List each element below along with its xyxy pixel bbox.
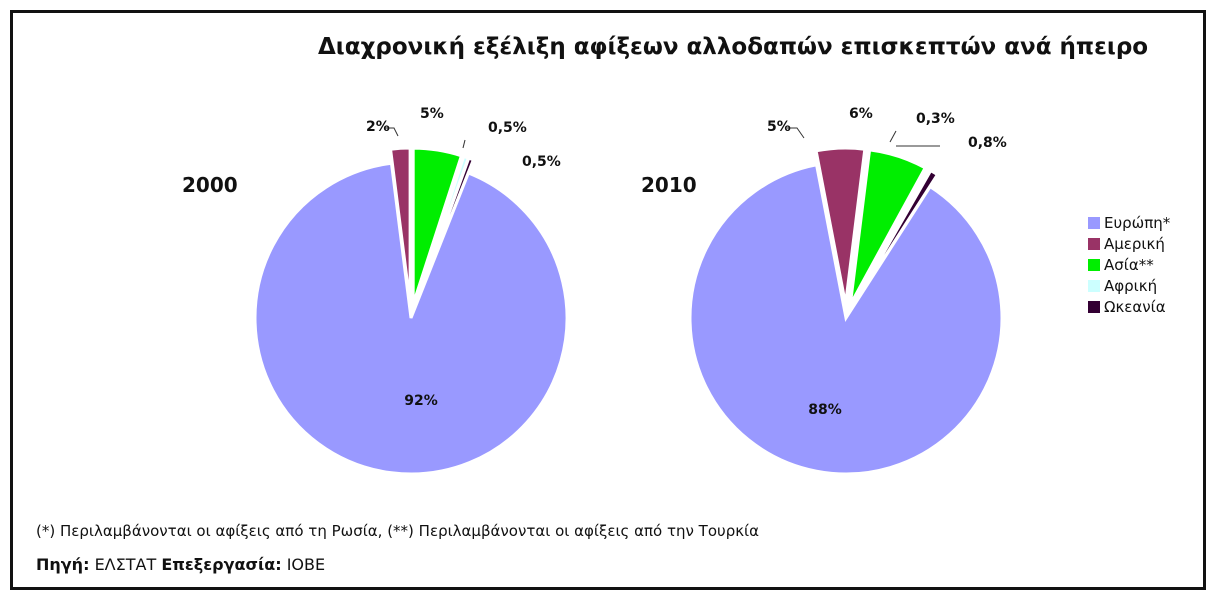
pie-title-2010: 2010 [641, 173, 697, 197]
data-label-2010-europe: 88% [808, 402, 842, 418]
data-label-2000-america: 2% [366, 119, 390, 135]
source-line: Πηγή: ΕΛΣΤΑΤ Επεξεργασία: ΙΟΒΕ [36, 555, 325, 574]
pie-slice-2000-europe [253, 161, 569, 476]
pie-slice-2010-asia [848, 148, 928, 306]
legend-item-america: Αμερική [1088, 233, 1170, 254]
legend-swatch-africa [1088, 279, 1100, 292]
data-label-2010-oceania: 0,8% [968, 135, 1007, 151]
pie-slice-2010-europe [688, 163, 1004, 476]
legend-swatch-america [1088, 237, 1100, 250]
legend: Ευρώπη* Αμερική Ασία** Αφρική Ωκεανία [1088, 212, 1170, 317]
legend-label-america: Αμερική [1104, 234, 1165, 253]
legend-item-africa: Αφρική [1088, 275, 1170, 296]
data-label-2000-europe: 92% [404, 393, 438, 409]
data-label-2010-america: 5% [767, 119, 791, 135]
legend-swatch-asia [1088, 258, 1100, 271]
data-label-2010-africa: 0,3% [916, 111, 955, 127]
data-label-2010-asia: 6% [849, 106, 873, 122]
leader-line-2000-africa [462, 139, 466, 149]
legend-label-asia: Ασία** [1104, 255, 1154, 274]
source-label: Πηγή: [36, 555, 90, 574]
pie-chart-2010: 88% 5% 6% 0,3% 0,8% 2010 [641, 106, 1007, 476]
pie-title-2000: 2000 [182, 173, 238, 197]
legend-item-asia: Ασία** [1088, 254, 1170, 275]
data-label-2000-africa: 0,5% [488, 120, 527, 136]
legend-swatch-oceania [1088, 300, 1100, 313]
footnote: (*) Περιλαμβάνονται οι αφίξεις από τη Ρω… [36, 522, 760, 540]
leader-line-2000-america [385, 127, 399, 137]
legend-label-europe: Ευρώπη* [1104, 213, 1171, 232]
legend-swatch-europe [1088, 216, 1100, 229]
pie-chart-2000: 92% 2% 5% 0,5% 0,5% 2000 [182, 106, 569, 476]
source-value: ΕΛΣΤΑΤ [94, 555, 157, 574]
legend-item-europe: Ευρώπη* [1088, 212, 1170, 233]
pie-slice-2000-asia [411, 146, 464, 305]
legend-label-africa: Αφρική [1104, 276, 1158, 295]
processing-value: ΙΟΒΕ [286, 555, 326, 574]
legend-label-oceania: Ωκεανία [1104, 297, 1166, 316]
data-label-2000-asia: 5% [420, 106, 444, 122]
leader-line-2010-africa [889, 130, 897, 143]
chart-frame [10, 10, 1206, 590]
legend-item-oceania: Ωκεανία [1088, 296, 1170, 317]
processing-label: Επεξεργασία: [161, 555, 282, 574]
leader-line-2010-america [787, 127, 805, 139]
data-label-2000-oceania: 0,5% [522, 154, 561, 170]
pie-slice-2010-america [814, 146, 867, 305]
chart-title: Διαχρονική εξέλιξη αφίξεων αλλοδαπών επι… [318, 34, 1149, 60]
